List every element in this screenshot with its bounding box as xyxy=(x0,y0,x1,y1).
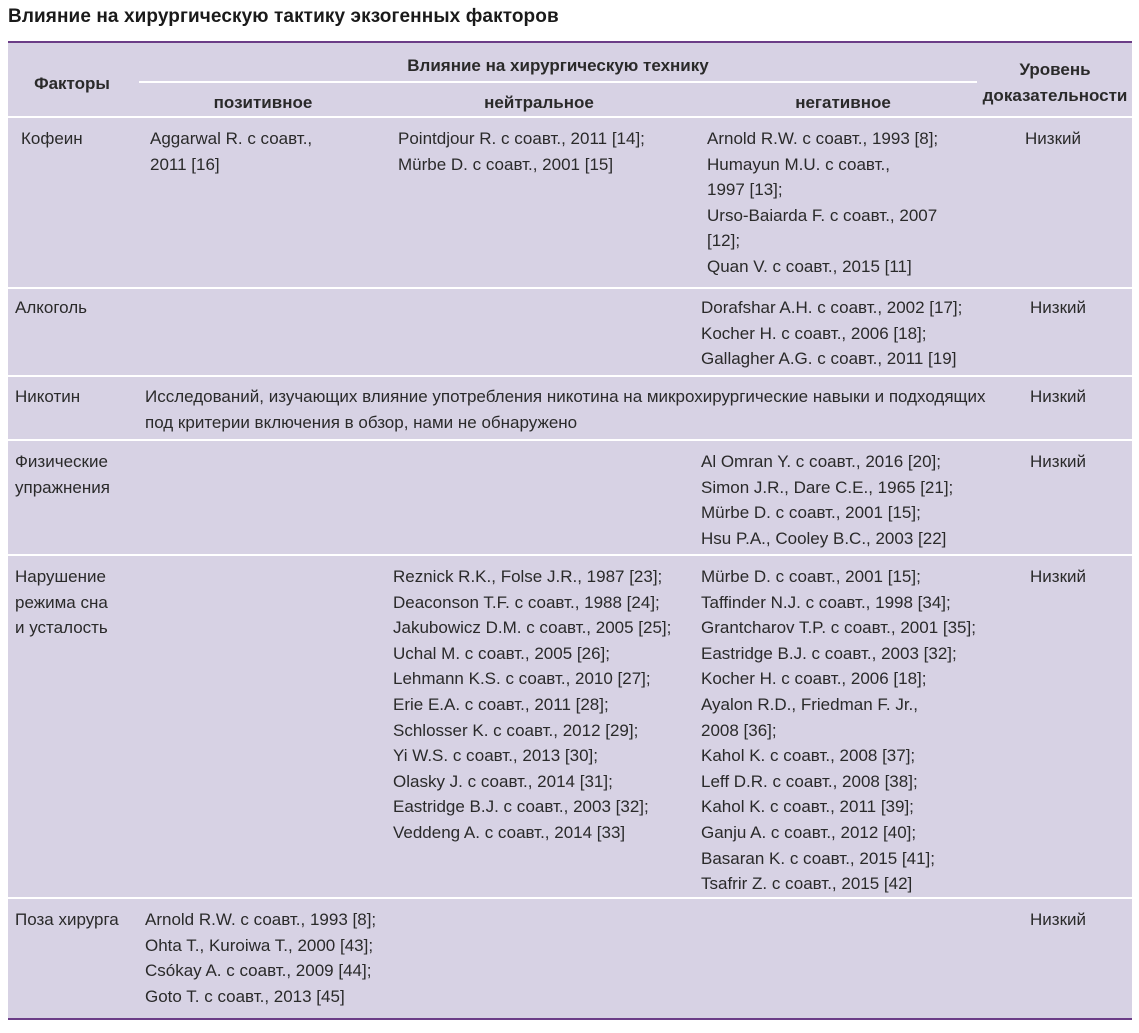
cell-level: Низкий xyxy=(1025,129,1081,148)
cell-level: Низкий xyxy=(1030,387,1086,406)
header-factors: Факторы xyxy=(34,74,110,93)
header-negative: негативное xyxy=(795,93,891,112)
header-subdivider xyxy=(139,81,977,83)
factors-table: Факторы Влияние на хирургическую технику… xyxy=(8,41,1132,1020)
header-evidence: Уровень доказательности xyxy=(982,60,1128,105)
header-neutral: нейтральное xyxy=(484,93,594,112)
cell-level: Низкий xyxy=(1030,567,1086,586)
cell-level: Низкий xyxy=(1030,910,1086,929)
row-divider xyxy=(8,375,1132,377)
row-divider xyxy=(8,897,1132,899)
cell-factor: Физические упражнения xyxy=(15,452,110,497)
header-positive: позитивное xyxy=(213,93,313,112)
cell-negative: Al Omran Y. с соавт., 2016 [20]; Simon J… xyxy=(701,452,954,548)
cell-factor: Кофеин xyxy=(21,129,83,148)
table-title: Влияние на хирургическую тактику экзоген… xyxy=(8,6,559,27)
cell-level: Низкий xyxy=(1030,452,1086,471)
cell-negative: Mürbe D. с соавт., 2001 [15]; Taffinder … xyxy=(701,567,976,894)
cell-negative: Arnold R.W. с соавт., 1993 [8]; Humayun … xyxy=(707,129,939,276)
row-divider xyxy=(8,439,1132,441)
cell-level: Низкий xyxy=(1030,298,1086,317)
header-influence: Влияние на хирургическую технику xyxy=(407,56,709,75)
cell-neutral: Pointdjour R. с соавт., 2011 [14]; Mürbe… xyxy=(398,129,645,174)
cell-factor: Нарушение режима сна и усталость xyxy=(15,567,108,638)
cell-neutral: Reznick R.K., Folse J.R., 1987 [23]; Dea… xyxy=(393,567,672,842)
cell-factor: Алкоголь xyxy=(15,298,88,317)
cell-negative: Dorafshar A.H. с соавт., 2002 [17]; Koch… xyxy=(701,298,963,369)
cell-positive: Aggarwal R. с соавт., 2011 [16] xyxy=(150,129,313,174)
row-divider xyxy=(8,116,1132,118)
cell-factor: Поза хирурга xyxy=(15,910,119,929)
cell-factor: Никотин xyxy=(15,387,81,406)
cell-positive: Arnold R.W. с соавт., 1993 [8]; Ohta T.,… xyxy=(145,910,377,1006)
row-divider xyxy=(8,554,1132,556)
cell-span-note: Исследований, изучающих влияние употребл… xyxy=(145,387,986,432)
row-divider xyxy=(8,287,1132,289)
